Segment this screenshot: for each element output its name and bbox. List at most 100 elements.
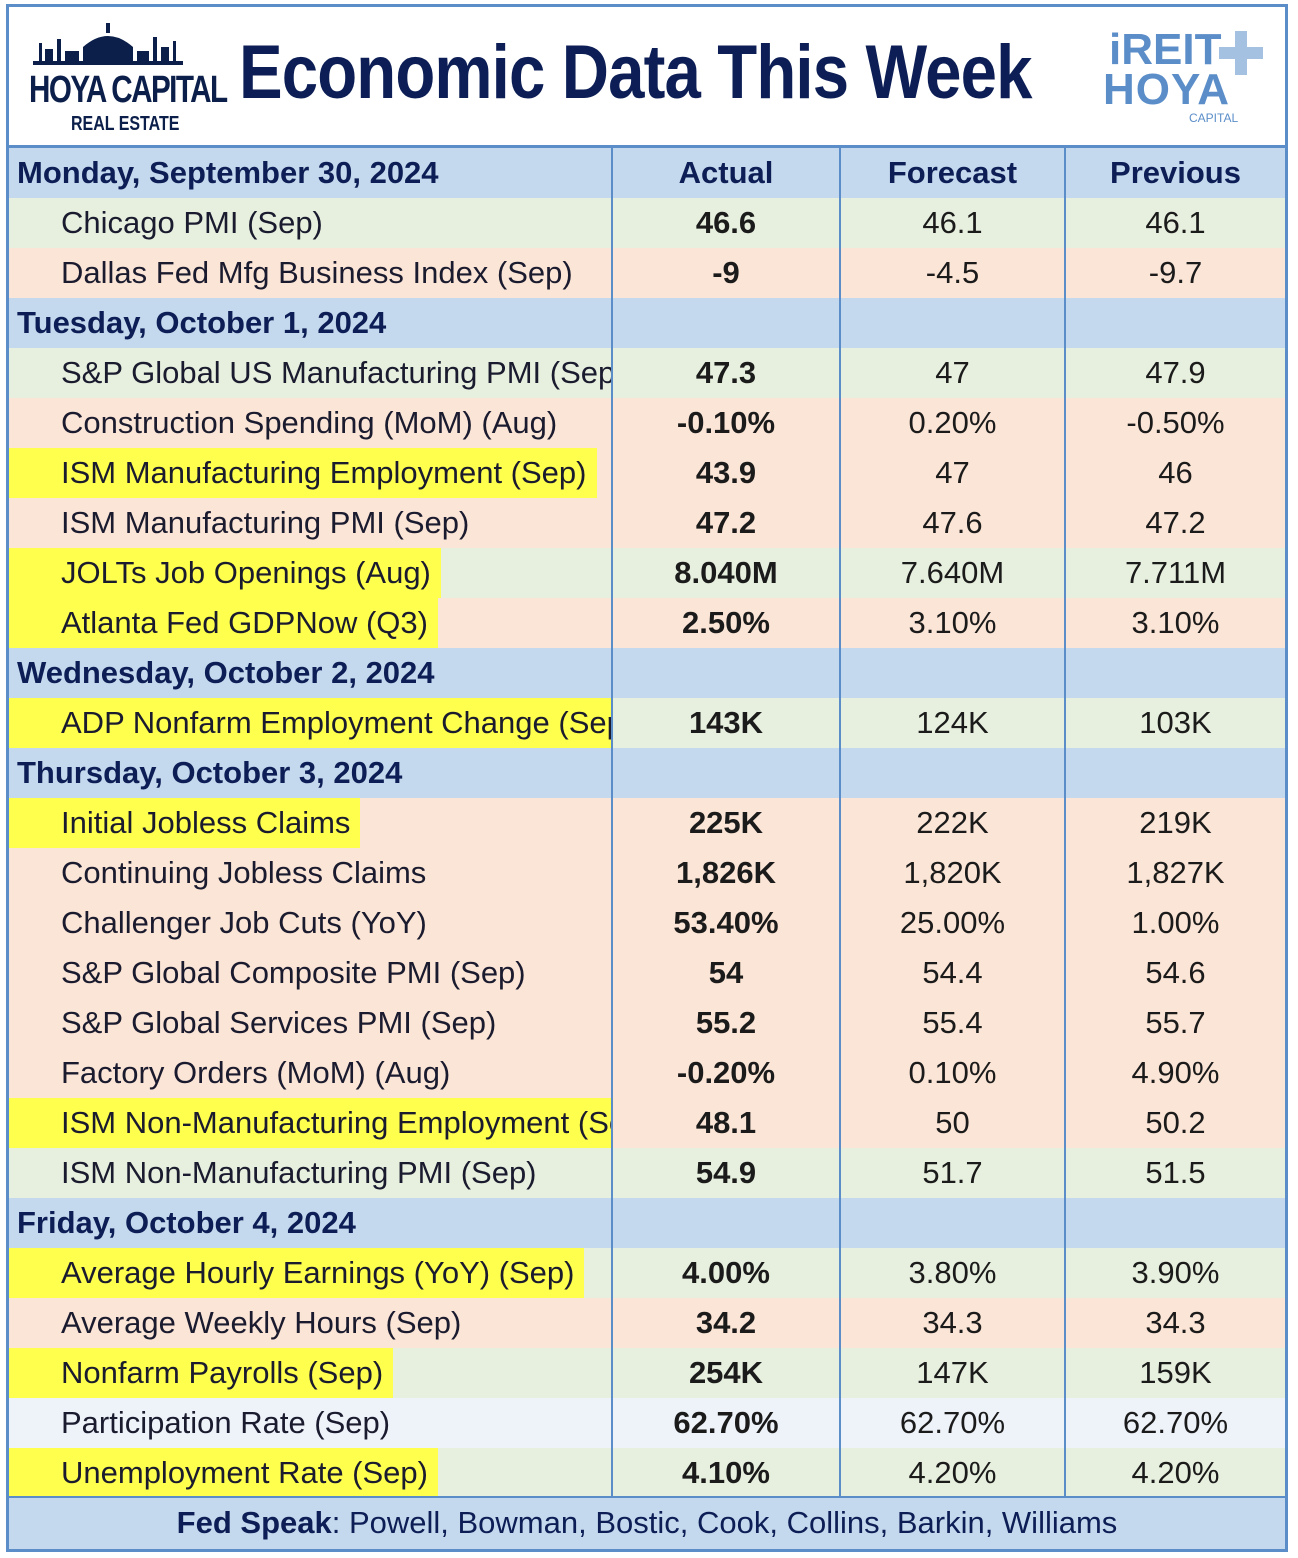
previous-value: 103K [1064, 698, 1285, 748]
day-header-spacer [839, 298, 1065, 348]
indicator-name-highlighted: Unemployment Rate (Sep) [9, 1448, 438, 1498]
previous-value: 47.2 [1064, 498, 1285, 548]
indicator-name-cell: ISM Manufacturing PMI (Sep) [9, 498, 612, 548]
indicator-row: Atlanta Fed GDPNow (Q3) 2.50% 3.10% 3.10% [9, 598, 1285, 648]
indicator-name-cell: Average Hourly Earnings (YoY) (Sep) [9, 1248, 612, 1298]
actual-value: 4.00% [611, 1248, 840, 1298]
indicator-name-highlighted: Average Hourly Earnings (YoY) (Sep) [9, 1248, 585, 1298]
day-header-row: Thursday, October 3, 2024 [9, 748, 1285, 798]
forecast-value: 1,820K [839, 848, 1065, 898]
indicator-name: S&P Global Services PMI (Sep) [61, 1005, 497, 1040]
indicator-name-cell: Challenger Job Cuts (YoY) [9, 898, 612, 948]
indicator-name-cell: Factory Orders (MoM) (Aug) [9, 1048, 612, 1098]
previous-value: 62.70% [1064, 1398, 1285, 1448]
indicator-row: Chicago PMI (Sep) 46.6 46.1 46.1 [9, 198, 1285, 248]
forecast-value: 222K [839, 798, 1065, 848]
actual-value: 225K [611, 798, 840, 848]
indicator-name-cell: ADP Nonfarm Employment Change (Sep) [9, 698, 612, 748]
forecast-value: 46.1 [839, 198, 1065, 248]
actual-value: 143K [611, 698, 840, 748]
indicator-name-highlighted: JOLTs Job Openings (Aug) [9, 548, 441, 598]
column-header-actual: Actual [611, 148, 840, 198]
previous-value: 4.90% [1064, 1048, 1285, 1098]
indicator-name-highlighted: ISM Non-Manufacturing Employment (Sep) [9, 1098, 612, 1148]
indicator-row: Dallas Fed Mfg Business Index (Sep) -9 -4.… [9, 248, 1285, 298]
forecast-value: 54.4 [839, 948, 1065, 998]
day-header-spacer [1064, 748, 1285, 798]
indicator-name: Factory Orders (MoM) (Aug) [61, 1055, 451, 1090]
actual-value: 53.40% [611, 898, 840, 948]
indicator-name-highlighted: Atlanta Fed GDPNow (Q3) [9, 598, 438, 648]
forecast-value: 124K [839, 698, 1065, 748]
indicator-row: Average Weekly Hours (Sep) 34.2 34.3 34.3 [9, 1298, 1285, 1348]
indicator-row: JOLTs Job Openings (Aug) 8.040M 7.640M 7.71… [9, 548, 1285, 598]
capital-text: CAPITAL [1189, 111, 1239, 125]
economic-data-table: Monday, September 30, 2024 Actual Forecast… [9, 148, 1285, 1498]
indicator-name-cell: Average Weekly Hours (Sep) [9, 1298, 612, 1348]
forecast-value: 4.20% [839, 1448, 1065, 1498]
day-header-spacer [839, 748, 1065, 798]
forecast-value: 3.10% [839, 598, 1065, 648]
indicator-name-cell: Atlanta Fed GDPNow (Q3) [9, 598, 612, 648]
previous-value: 1.00% [1064, 898, 1285, 948]
indicator-name: Construction Spending (MoM) (Aug) [61, 405, 558, 440]
forecast-value: 51.7 [839, 1148, 1065, 1198]
indicator-name: Challenger Job Cuts (YoY) [61, 905, 427, 940]
indicator-row: S&P Global Services PMI (Sep) 55.2 55.4 55.… [9, 998, 1285, 1048]
previous-value: 3.90% [1064, 1248, 1285, 1298]
indicator-name-cell: Chicago PMI (Sep) [9, 198, 612, 248]
indicator-row: ADP Nonfarm Employment Change (Sep) 143K 1… [9, 698, 1285, 748]
economic-data-card: HOYA CAPITAL REAL ESTATE Economic Data T… [6, 4, 1288, 1552]
actual-value: -0.20% [611, 1048, 840, 1098]
indicator-name: S&P Global US Manufacturing PMI (Sep) [61, 355, 612, 390]
header: HOYA CAPITAL REAL ESTATE Economic Data T… [9, 7, 1285, 148]
indicator-name-cell: S&P Global US Manufacturing PMI (Sep) [9, 348, 612, 398]
actual-value: 46.6 [611, 198, 840, 248]
indicator-name-highlighted: Initial Jobless Claims [9, 798, 361, 848]
actual-value: 54 [611, 948, 840, 998]
indicator-name-cell: ISM Non-Manufacturing PMI (Sep) [9, 1148, 612, 1198]
indicator-name: Chicago PMI (Sep) [61, 205, 323, 240]
day-date: Tuesday, October 1, 2024 [9, 298, 612, 348]
indicator-row: S&P Global US Manufacturing PMI (Sep) 47.… [9, 348, 1285, 398]
day-header-spacer [839, 1198, 1065, 1248]
forecast-value: 50 [839, 1098, 1065, 1148]
previous-value: 54.6 [1064, 948, 1285, 998]
previous-value: 219K [1064, 798, 1285, 848]
forecast-value: 34.3 [839, 1298, 1065, 1348]
actual-value: 62.70% [611, 1398, 840, 1448]
column-header-previous: Previous [1064, 148, 1285, 198]
indicator-name: Dallas Fed Mfg Business Index (Sep) [61, 255, 573, 290]
indicator-row: S&P Global Composite PMI (Sep) 54 54.4 54.6 [9, 948, 1285, 998]
actual-value: 48.1 [611, 1098, 840, 1148]
day-date: Friday, October 4, 2024 [9, 1198, 612, 1248]
indicator-row: Average Hourly Earnings (YoY) (Sep) 4.00%… [9, 1248, 1285, 1298]
day-date: Monday, September 30, 2024 [9, 148, 612, 198]
indicator-name: Participation Rate (Sep) [61, 1405, 391, 1440]
indicator-row: Participation Rate (Sep) 62.70% 62.70% 62.7… [9, 1398, 1285, 1448]
day-header-spacer [1064, 298, 1285, 348]
indicator-name-cell: Dallas Fed Mfg Business Index (Sep) [9, 248, 612, 298]
previous-value: 3.10% [1064, 598, 1285, 648]
previous-value: 1,827K [1064, 848, 1285, 898]
actual-value: 254K [611, 1348, 840, 1398]
actual-value: 1,826K [611, 848, 840, 898]
forecast-value: 47 [839, 448, 1065, 498]
actual-value: 2.50% [611, 598, 840, 648]
forecast-value: 55.4 [839, 998, 1065, 1048]
day-header-spacer [1064, 1198, 1285, 1248]
actual-value: 47.2 [611, 498, 840, 548]
day-date: Wednesday, October 2, 2024 [9, 648, 612, 698]
forecast-value: 47.6 [839, 498, 1065, 548]
indicator-row: ISM Non-Manufacturing Employment (Sep) 48… [9, 1098, 1285, 1148]
previous-value: -0.50% [1064, 398, 1285, 448]
indicator-name: Average Weekly Hours (Sep) [61, 1305, 462, 1340]
indicator-name: Continuing Jobless Claims [61, 855, 427, 890]
day-header-row: Monday, September 30, 2024 Actual Forecast… [9, 148, 1285, 198]
forecast-value: 25.00% [839, 898, 1065, 948]
indicator-row: Unemployment Rate (Sep) 4.10% 4.20% 4.20% [9, 1448, 1285, 1498]
actual-value: 8.040M [611, 548, 840, 598]
indicator-row: ISM Manufacturing Employment (Sep) 43.9 47… [9, 448, 1285, 498]
actual-value: 34.2 [611, 1298, 840, 1348]
forecast-value: 47 [839, 348, 1065, 398]
